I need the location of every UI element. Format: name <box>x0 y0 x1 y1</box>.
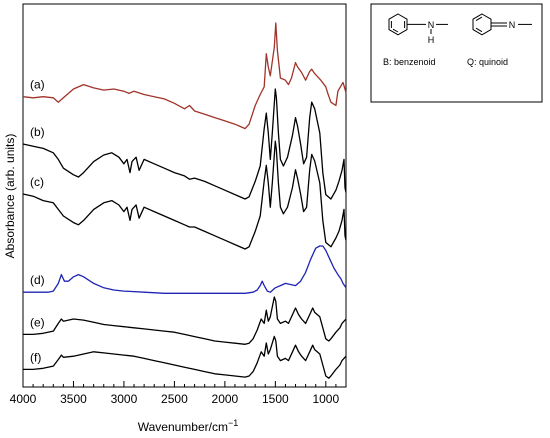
series-label-e: (e) <box>30 315 45 329</box>
x-axis-ticks <box>22 381 347 387</box>
quinoid-label: Q: quinoid <box>467 57 508 67</box>
x-tick-label: 2500 <box>161 392 188 406</box>
series-label-b: (b) <box>30 125 45 139</box>
quinoid-nitrogen-label: N <box>509 20 516 30</box>
benzenoid-hydrogen-label: H <box>428 35 435 45</box>
plot-frame <box>22 3 347 388</box>
series-line-a <box>22 22 347 130</box>
x-axis-tick-labels: 4000 3500 3000 2500 2000 1500 1000 <box>10 392 340 406</box>
series-line-b <box>22 88 347 200</box>
quinoid-structure-icon <box>472 13 532 36</box>
series-label-a: (a) <box>30 78 45 92</box>
series-line-f <box>23 335 347 379</box>
series-label-f: (f) <box>30 350 41 364</box>
x-tick-label: 2000 <box>212 392 239 406</box>
legend-box: N H B: benzenoid N Q: quinoid <box>370 3 543 103</box>
x-tick-label: 3500 <box>60 392 87 406</box>
legend-frame <box>370 3 543 103</box>
x-axis-title: Wavenumber/cm−1 <box>138 418 239 434</box>
benzenoid-nitrogen-label: N <box>428 20 435 30</box>
series-line-d <box>23 245 347 294</box>
y-axis-title: Absorbance (arb. units) <box>3 134 17 259</box>
series-label-d: (d) <box>30 273 45 287</box>
series-line-c <box>22 140 347 250</box>
x-tick-label: 1500 <box>262 392 289 406</box>
x-tick-label: 4000 <box>10 392 37 406</box>
x-tick-label: 1000 <box>312 392 339 406</box>
x-tick-label: 3000 <box>111 392 138 406</box>
benzenoid-structure-icon <box>388 13 448 36</box>
benzenoid-label: B: benzenoid <box>383 57 436 67</box>
series-line-e <box>23 296 347 345</box>
spectra-traces <box>22 22 347 379</box>
series-label-c: (c) <box>30 175 44 189</box>
trace-labels: (a) (b) (c) (d) (e) (f) <box>30 78 45 365</box>
